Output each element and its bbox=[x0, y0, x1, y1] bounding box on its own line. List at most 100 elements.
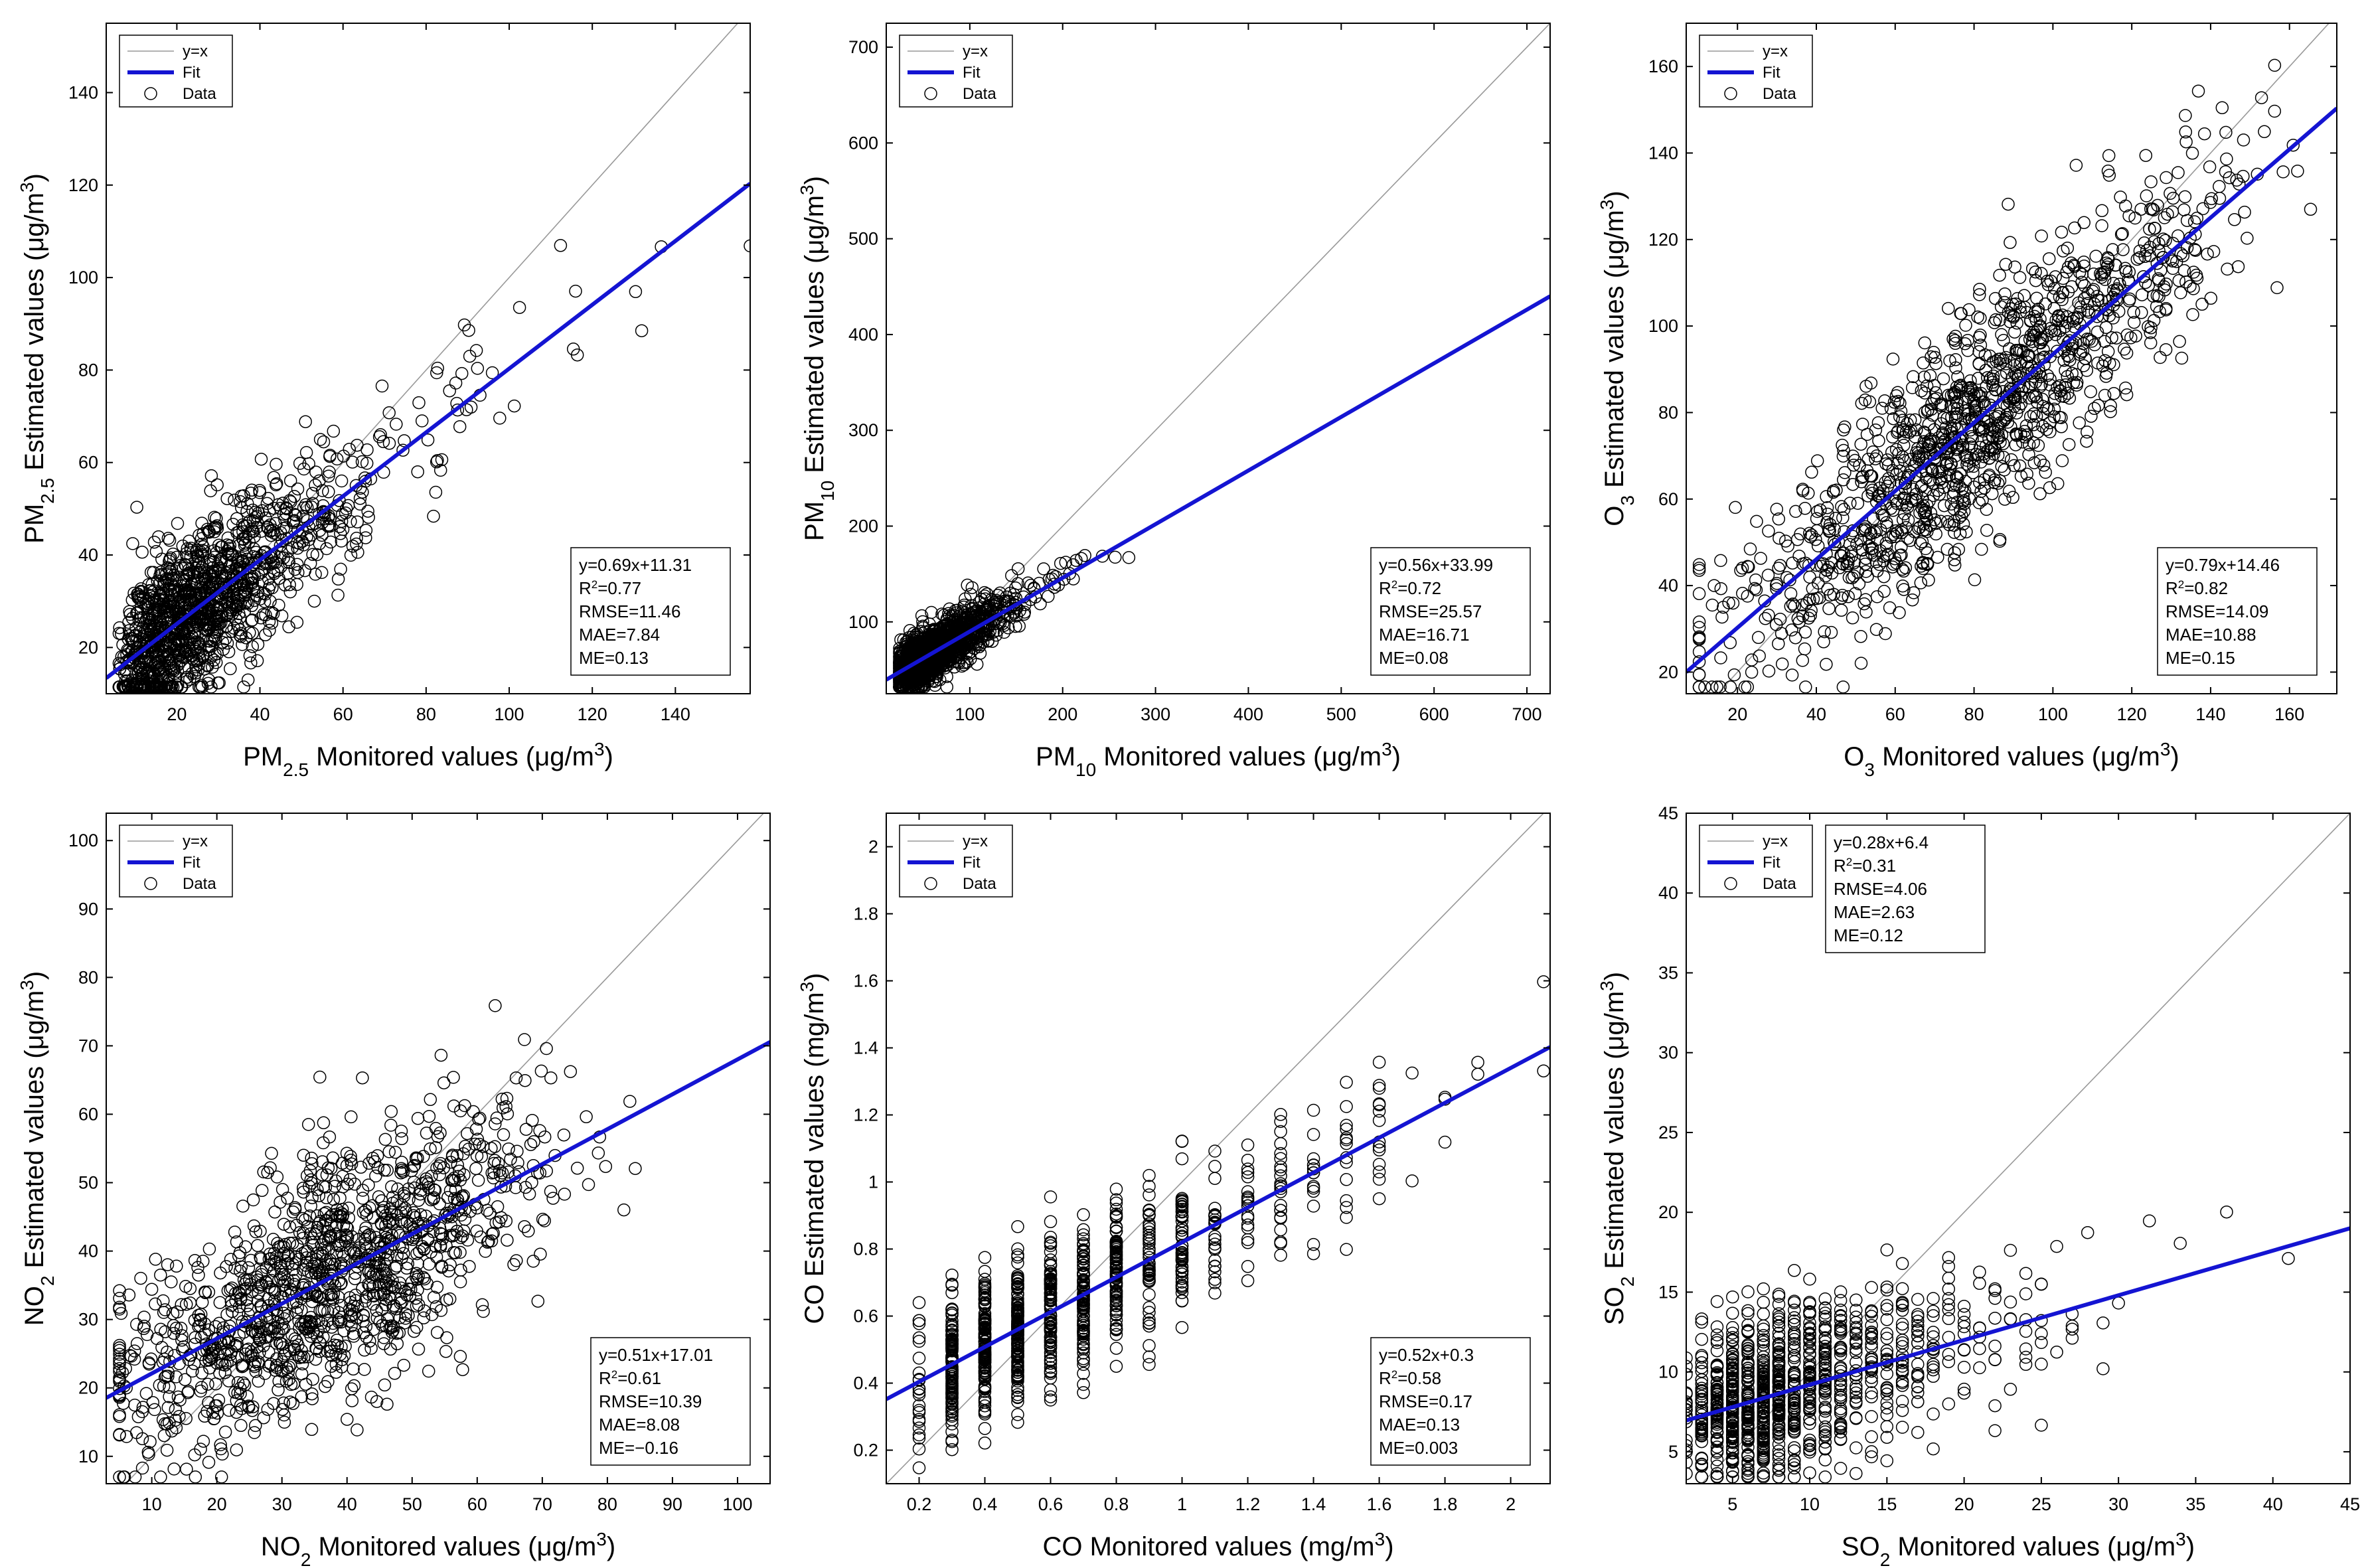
data-point bbox=[2013, 300, 2027, 314]
data-point bbox=[1715, 610, 1729, 624]
data-point bbox=[2039, 297, 2052, 311]
data-point bbox=[395, 1132, 408, 1146]
data-point bbox=[220, 544, 234, 558]
data-point bbox=[163, 635, 177, 649]
data-point bbox=[1991, 477, 2005, 490]
data-point bbox=[2027, 407, 2041, 421]
data-point bbox=[1835, 500, 1848, 513]
data-point bbox=[2241, 232, 2254, 245]
data-point bbox=[1948, 449, 1962, 463]
data-point bbox=[216, 643, 230, 656]
data-point bbox=[191, 550, 205, 563]
data-point bbox=[489, 1117, 502, 1131]
panel-no2: 10 20 30 40 50 60 70 80 90 1001020304050607080901… bbox=[17, 813, 771, 1568]
data-point bbox=[2180, 241, 2194, 255]
data-point bbox=[2067, 376, 2081, 390]
data-point bbox=[1817, 635, 1830, 649]
data-point bbox=[1865, 469, 1879, 483]
data-point bbox=[2008, 325, 2021, 339]
data-point bbox=[163, 600, 176, 614]
data-point bbox=[1075, 552, 1088, 565]
data-point bbox=[260, 497, 274, 510]
data-point bbox=[1891, 457, 1905, 470]
data-point bbox=[271, 564, 285, 578]
data-point bbox=[394, 1281, 408, 1294]
legend-data-label: Data bbox=[1763, 85, 1796, 103]
data-point bbox=[1875, 493, 1889, 507]
data-point bbox=[1855, 475, 1868, 489]
data-point bbox=[518, 1073, 532, 1087]
data-point bbox=[1921, 558, 1934, 572]
y-tick-label: 600 bbox=[848, 133, 878, 153]
data-point bbox=[234, 630, 248, 643]
data-point bbox=[198, 663, 211, 676]
data-point bbox=[334, 1277, 347, 1291]
data-point bbox=[2002, 305, 2015, 319]
data-point bbox=[2154, 264, 2168, 277]
data-point bbox=[216, 1358, 229, 1371]
stats-rmse: RMSE=14.09 bbox=[2166, 601, 2268, 621]
data-point bbox=[544, 1071, 558, 1085]
data-point bbox=[390, 418, 403, 431]
data-point bbox=[1784, 587, 1798, 600]
data-point bbox=[2166, 262, 2179, 275]
x-tick-label: 20 bbox=[167, 704, 187, 724]
data-point bbox=[518, 1219, 531, 1233]
y-tick-label: 40 bbox=[78, 545, 98, 565]
data-point bbox=[1692, 633, 1706, 646]
data-point bbox=[1994, 356, 2007, 370]
data-point bbox=[372, 1277, 386, 1291]
data-point bbox=[2270, 281, 2284, 295]
data-point bbox=[2304, 202, 2318, 216]
data-point bbox=[2195, 297, 2209, 311]
data-point bbox=[2147, 314, 2161, 327]
data-point bbox=[1836, 557, 1849, 570]
data-point bbox=[2166, 254, 2179, 268]
data-point bbox=[1002, 621, 1015, 635]
data-point bbox=[159, 568, 173, 581]
data-point bbox=[309, 465, 323, 479]
x-tick-label: 60 bbox=[1885, 704, 1905, 724]
data-point bbox=[1855, 471, 1869, 485]
data-point bbox=[2043, 372, 2057, 386]
data-point bbox=[435, 453, 449, 467]
data-point bbox=[119, 1381, 133, 1395]
data-point bbox=[1896, 423, 1909, 437]
legend-identity-label: y=x bbox=[183, 42, 208, 60]
data-point bbox=[1809, 532, 1822, 546]
data-point bbox=[180, 670, 193, 684]
data-point bbox=[422, 1364, 435, 1378]
data-point bbox=[1122, 551, 1136, 564]
label-subscript: 2.5 bbox=[283, 759, 309, 780]
data-point bbox=[1886, 560, 1899, 574]
data-point bbox=[2042, 252, 2056, 266]
data-point bbox=[1714, 651, 1727, 665]
data-point bbox=[1012, 619, 1026, 633]
data-point bbox=[1984, 418, 1997, 431]
data-point bbox=[1778, 534, 1792, 548]
x-tick-label: 80 bbox=[1964, 704, 1984, 724]
legend-data-marker bbox=[144, 87, 157, 100]
label-subscript: 10 bbox=[1075, 759, 1096, 780]
label-end: ) bbox=[2170, 742, 2179, 771]
data-point bbox=[1958, 337, 1972, 351]
r2-superscript: 2 bbox=[2178, 578, 2184, 591]
data-point bbox=[336, 522, 350, 536]
data-point bbox=[2006, 491, 2019, 505]
data-point bbox=[558, 1188, 572, 1201]
stats-box: y=0.79x+14.46R2=0.82RMSE=14.09MAE=10.88M… bbox=[2157, 547, 2318, 676]
data-point bbox=[252, 568, 266, 582]
data-point bbox=[123, 607, 137, 621]
data-point bbox=[1907, 525, 1921, 538]
data-point bbox=[1692, 587, 1706, 601]
data-point bbox=[2107, 358, 2120, 372]
data-point bbox=[1785, 668, 1799, 682]
data-point bbox=[351, 546, 364, 559]
data-point bbox=[1940, 455, 1954, 469]
data-point bbox=[2043, 481, 2057, 495]
data-point bbox=[262, 1346, 276, 1359]
data-point bbox=[274, 1196, 287, 1209]
data-point bbox=[2237, 169, 2250, 183]
label-text: Monitored values (μg/m bbox=[309, 742, 594, 771]
data-point bbox=[2081, 426, 2094, 439]
